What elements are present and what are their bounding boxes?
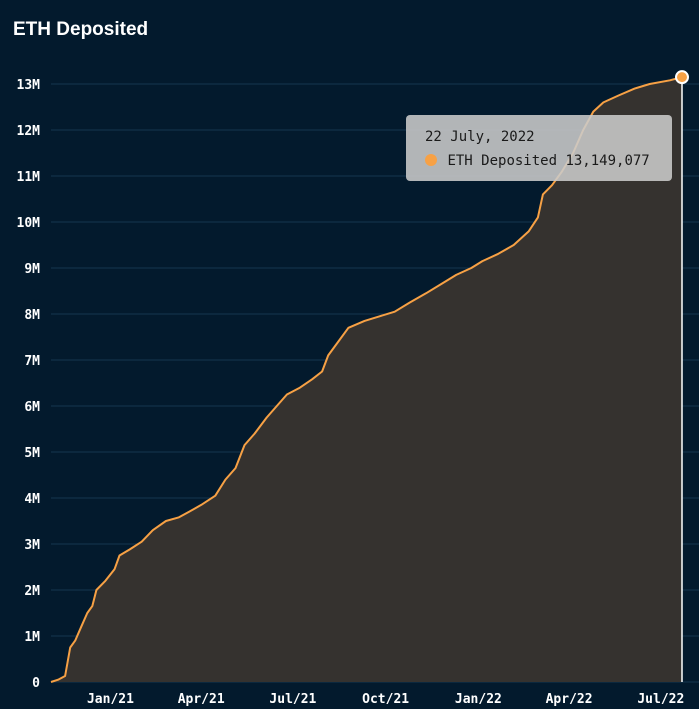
y-tick-label: 9M (24, 262, 40, 277)
y-tick-label: 10M (17, 216, 41, 231)
x-tick-label: Apr/21 (178, 692, 225, 707)
x-tick-label: Jul/22 (637, 692, 684, 707)
tooltip-series-row: ETH Deposited 13,149,077 (425, 153, 650, 169)
series-color-dot (425, 154, 437, 166)
y-tick-label: 2M (24, 584, 40, 599)
chart-title: ETH Deposited (13, 19, 149, 40)
x-tick-label: Oct/21 (362, 692, 409, 707)
y-tick-label: 0 (32, 676, 40, 691)
y-tick-label: 4M (24, 492, 40, 507)
y-tick-label: 3M (24, 538, 40, 553)
highlighted-point[interactable] (675, 70, 689, 85)
x-tick-label: Apr/22 (546, 692, 593, 707)
y-tick-label: 6M (24, 400, 40, 415)
tooltip-series-name: ETH Deposited (447, 153, 558, 169)
tooltip-value: 13,149,077 (565, 153, 650, 169)
y-tick-label: 8M (24, 308, 40, 323)
x-tick-label: Jul/21 (269, 692, 316, 707)
y-tick-label: 5M (24, 446, 40, 461)
x-axis-labels: Jan/21 Apr/21 Jul/21 Oct/21 Jan/22 Apr/22 Jul/… (87, 692, 684, 707)
x-tick-label: Jan/22 (455, 692, 502, 707)
y-tick-label: 7M (24, 354, 40, 369)
tooltip-date: 22 July, 2022 (425, 129, 535, 145)
series-area (51, 77, 682, 683)
y-tick-label: 11M (17, 170, 41, 185)
tooltip: 22 July, 2022 ETH Deposited 13,149,077 (406, 115, 672, 181)
y-tick-label: 1M (24, 630, 40, 645)
y-axis-labels: 0 1M 2M 3M 4M 5M 6M 7M 8M 9M 10M 11M 12M 13M (17, 78, 41, 691)
x-tick-label: Jan/21 (87, 692, 134, 707)
y-tick-label: 12M (17, 124, 41, 139)
y-tick-label: 13M (17, 78, 41, 93)
